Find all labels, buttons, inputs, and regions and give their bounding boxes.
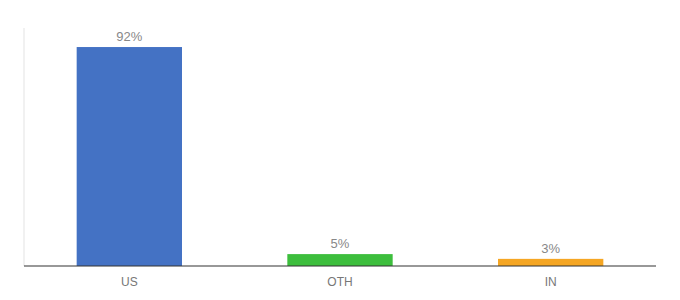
chart-svg: 92% 5% 3% US OTH IN — [0, 0, 680, 300]
bar — [498, 259, 603, 266]
bars — [77, 47, 604, 266]
x-tick-label: US — [121, 275, 138, 289]
data-label: 3% — [541, 241, 560, 256]
y-axis-line — [24, 28, 25, 266]
data-label: 92% — [116, 29, 142, 44]
chart-container: 92% 5% 3% US OTH IN — [0, 0, 680, 300]
bar — [287, 254, 392, 266]
data-label: 5% — [331, 236, 350, 251]
x-tick-label: OTH — [327, 275, 352, 289]
x-axis-line — [24, 265, 656, 266]
bar — [77, 47, 182, 266]
x-tick-label: IN — [545, 275, 557, 289]
